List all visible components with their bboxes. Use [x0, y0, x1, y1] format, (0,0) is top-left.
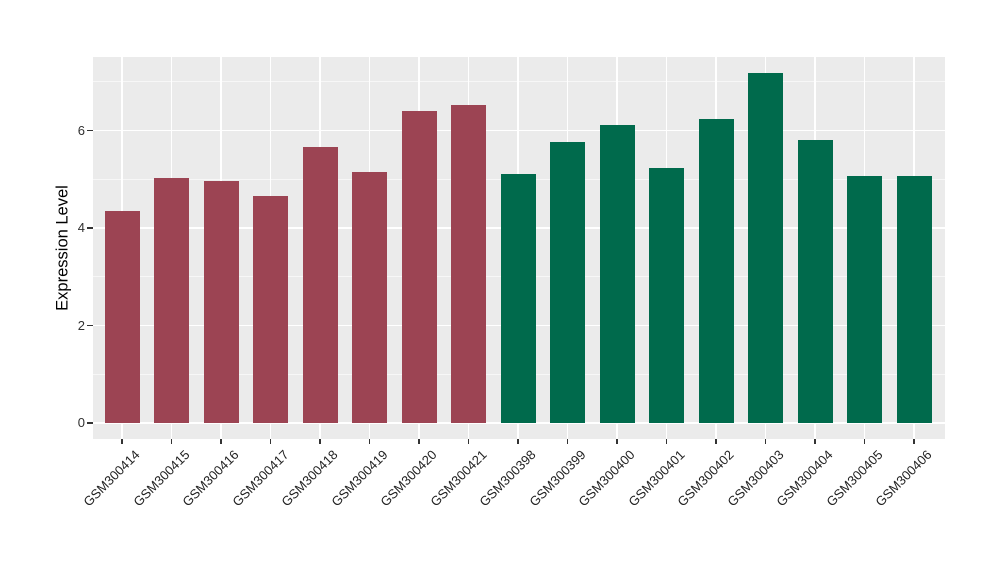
bar-GSM300415 [154, 177, 189, 423]
x-tick-mark [566, 439, 569, 444]
bar-GSM300421 [451, 104, 486, 423]
bar-GSM300401 [649, 168, 684, 423]
x-tick-mark [814, 439, 816, 444]
bar-GSM300420 [401, 110, 437, 423]
x-tick-mark [170, 439, 173, 444]
x-tick-mark [863, 439, 866, 444]
bar-GSM300402 [698, 118, 734, 423]
major-gridline [93, 422, 945, 424]
x-tick-mark [517, 439, 519, 444]
x-tick-mark [121, 439, 123, 444]
bar-GSM300406 [896, 176, 932, 423]
x-tick-mark [467, 439, 470, 444]
x-tick-mark [418, 439, 420, 444]
y-tick-label: 2 [77, 317, 85, 333]
y-tick-label: 0 [77, 415, 85, 430]
bar-GSM300419 [352, 172, 387, 423]
x-tick-mark [764, 439, 767, 444]
bar-GSM300400 [599, 125, 635, 423]
major-gridline [93, 129, 945, 132]
x-tick-mark [715, 439, 717, 444]
x-tick-mark [319, 439, 321, 444]
y-tick-mark [87, 324, 93, 327]
bar-GSM300416 [203, 181, 239, 423]
x-tick-mark [665, 439, 668, 444]
y-axis-title: Expression Level [53, 185, 72, 311]
y-tick-mark [87, 129, 93, 132]
y-tick-label: 4 [77, 220, 85, 235]
bar-GSM300398 [500, 173, 536, 423]
x-tick-mark [616, 439, 618, 444]
minor-gridline [93, 81, 945, 83]
bar-GSM300403 [748, 73, 783, 423]
bar-GSM300399 [550, 142, 585, 423]
x-tick-mark [269, 439, 272, 444]
bar-GSM300404 [797, 139, 833, 423]
y-tick-mark [87, 422, 93, 424]
bar-GSM300405 [847, 175, 882, 423]
bar-GSM300418 [302, 146, 338, 423]
y-tick-label: 6 [77, 122, 85, 138]
bar-GSM300417 [253, 195, 288, 423]
y-tick-mark [87, 227, 93, 229]
bar-GSM300414 [104, 210, 140, 423]
x-tick-mark [913, 439, 915, 444]
x-tick-mark [368, 439, 371, 444]
x-tick-mark [220, 439, 222, 444]
plot-panel [93, 57, 945, 439]
